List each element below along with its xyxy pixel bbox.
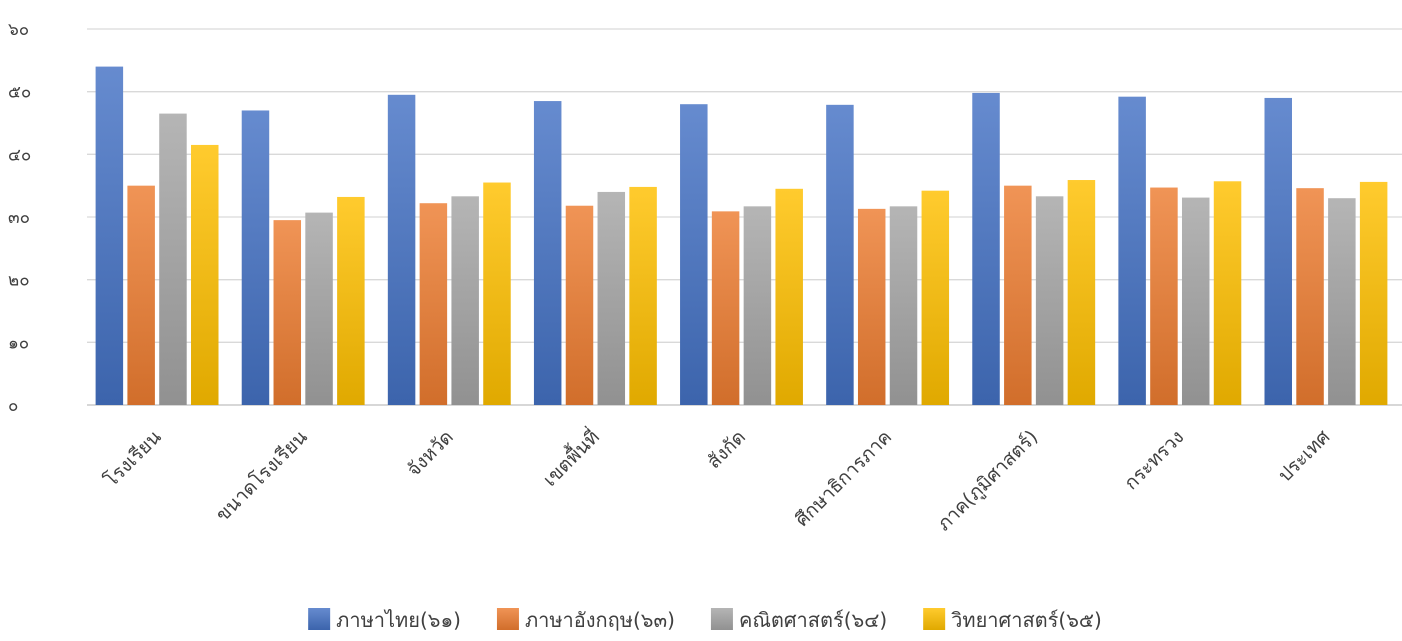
x-category-label: เขตพื้นที่ [537, 424, 604, 491]
bar [483, 182, 511, 405]
legend-swatch [923, 608, 946, 630]
legend-label: ภาษาไทย(๖๑) [336, 608, 461, 632]
bar [1264, 97, 1292, 405]
legend-swatch [496, 608, 519, 630]
x-category-label: ประเทศ [1274, 426, 1335, 487]
legend-label: คณิตศาสตร์(๖๔) [739, 608, 887, 632]
bar [1213, 181, 1242, 405]
legend-item: ภาษาไทย(๖๑) [308, 608, 461, 632]
bar [241, 110, 270, 405]
y-axis-tick-labels: ๐ ๑๐ ๒๐ ๓๐ ๔๐ ๕๐ ๖๐ [8, 20, 31, 416]
bar [680, 104, 708, 405]
bar [775, 188, 803, 405]
bar [305, 212, 333, 405]
bar [127, 185, 155, 405]
bar [95, 66, 124, 405]
legend-swatch [308, 608, 331, 630]
bar [451, 196, 479, 405]
y-tick-label: ๒๐ [8, 271, 30, 291]
legend: ภาษาไทย(๖๑) ภาษาอังกฤษ(๖๓) คณิตศาสตร์(๖๔) ว… [308, 608, 1102, 632]
bar [597, 191, 626, 405]
y-tick-label: ๕๐ [8, 83, 31, 103]
bar [387, 94, 416, 406]
legend-label: ภาษาอังกฤษ(๖๓) [525, 608, 675, 632]
bar [1328, 198, 1356, 405]
bar [533, 101, 562, 406]
x-category-label: ภาค(ภูมิศาสตร์) [933, 426, 1042, 535]
bar [273, 220, 302, 405]
y-tick-label: ๑๐ [8, 333, 29, 353]
legend-item: วิทยาศาสตร์(๖๕) [923, 608, 1102, 632]
bar [1150, 187, 1178, 405]
y-tick-label: ๓๐ [8, 208, 30, 228]
bar [1118, 96, 1146, 406]
bar [857, 208, 886, 405]
legend-swatch [710, 608, 733, 630]
legend-item: คณิตศาสตร์(๖๔) [710, 608, 887, 632]
bar [1035, 196, 1064, 405]
bar [711, 211, 740, 405]
y-tick-label: ๖๐ [8, 20, 29, 40]
bar [1296, 188, 1324, 405]
y-tick-label: ๔๐ [8, 145, 31, 165]
bar [921, 190, 950, 405]
bar [1359, 181, 1388, 405]
bar [1181, 197, 1210, 405]
bar [889, 206, 918, 405]
bar [159, 113, 187, 405]
bar [743, 206, 772, 405]
bar [191, 144, 219, 405]
bar [826, 104, 854, 406]
x-category-label: สังกัด [703, 426, 750, 473]
bars [95, 66, 1388, 406]
x-axis-category-labels: โรงเรียน ขนาดโรงเรียน จังหวัด เขตพื้นที่ สัง… [99, 424, 1334, 535]
bar [1067, 180, 1096, 405]
bar [337, 196, 365, 405]
bar [419, 203, 448, 405]
bar [1004, 185, 1032, 405]
legend-label: วิทยาศาสตร์(๖๕) [951, 608, 1102, 632]
x-category-label: ขนาดโรงเรียน [211, 425, 312, 526]
bar [629, 186, 657, 405]
x-category-label: โรงเรียน [99, 425, 165, 491]
bar [972, 92, 1000, 406]
legend-item: ภาษาอังกฤษ(๖๓) [496, 608, 675, 632]
x-category-label: กระทรวง [1120, 426, 1188, 494]
bar [565, 205, 594, 405]
y-tick-label: ๐ [8, 396, 18, 416]
x-category-label: จังหวัด [403, 426, 458, 481]
x-category-label: ศึกษาธิการภาค [791, 426, 896, 531]
